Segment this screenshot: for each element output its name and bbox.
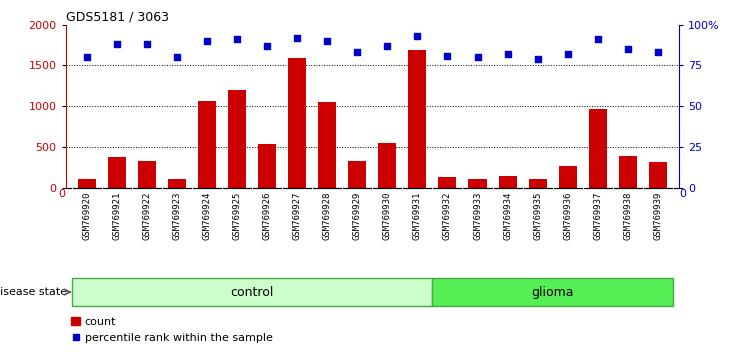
Text: GSM769932: GSM769932 (443, 192, 452, 240)
Text: 0: 0 (680, 189, 686, 199)
Text: disease state: disease state (0, 287, 67, 297)
Bar (378, 143, 396, 188)
Bar (558, 166, 577, 188)
Bar (499, 176, 517, 188)
Point (141, 41, 153, 47)
Point (351, 50, 363, 55)
Bar (588, 109, 607, 188)
Bar (348, 161, 366, 188)
Point (201, 38, 213, 44)
Text: GSM769936: GSM769936 (563, 192, 572, 240)
Text: GSM769921: GSM769921 (112, 192, 121, 240)
Bar (432, 278, 673, 306)
Bar (649, 162, 667, 188)
Text: GSM769939: GSM769939 (653, 192, 662, 240)
Point (592, 36, 604, 42)
Text: GSM769925: GSM769925 (233, 192, 242, 240)
Text: GSM769937: GSM769937 (593, 192, 602, 240)
Point (652, 50, 664, 55)
Text: 0: 0 (58, 189, 65, 199)
Point (261, 43, 273, 49)
Point (81, 55, 93, 60)
Bar (288, 58, 306, 188)
Point (472, 55, 483, 60)
Text: GSM769922: GSM769922 (142, 192, 151, 240)
Bar (168, 179, 186, 188)
Bar (108, 157, 126, 188)
Bar (198, 101, 216, 188)
Text: GSM769933: GSM769933 (473, 192, 482, 240)
Text: GSM769924: GSM769924 (202, 192, 212, 240)
Bar (228, 90, 246, 188)
Bar (408, 50, 426, 188)
Bar (469, 179, 486, 188)
Text: GSM769935: GSM769935 (533, 192, 542, 240)
Bar (439, 177, 456, 188)
Text: glioma: glioma (531, 286, 574, 298)
Point (382, 43, 393, 49)
Text: GSM769930: GSM769930 (383, 192, 392, 240)
Point (231, 36, 243, 42)
Text: GDS5181 / 3063: GDS5181 / 3063 (66, 11, 169, 24)
Point (622, 46, 634, 52)
Bar (72, 278, 432, 306)
Point (502, 51, 513, 57)
Bar (77, 179, 96, 188)
Bar (318, 102, 337, 188)
Text: GSM769920: GSM769920 (82, 192, 91, 240)
Point (321, 38, 333, 44)
Text: GSM769931: GSM769931 (413, 192, 422, 240)
Text: GSM769928: GSM769928 (323, 192, 331, 240)
Point (412, 33, 423, 39)
Text: GSM769934: GSM769934 (503, 192, 512, 240)
Bar (138, 161, 156, 188)
Point (562, 51, 574, 57)
Point (111, 41, 123, 47)
Text: GSM769938: GSM769938 (623, 192, 632, 240)
Bar (529, 179, 547, 188)
Text: GSM769929: GSM769929 (353, 192, 362, 240)
Text: GSM769923: GSM769923 (172, 192, 182, 240)
Bar (258, 144, 276, 188)
Point (291, 35, 303, 41)
Legend: count, percentile rank within the sample: count, percentile rank within the sample (72, 317, 272, 343)
Text: GSM769927: GSM769927 (293, 192, 301, 240)
Text: GSM769926: GSM769926 (263, 192, 272, 240)
Point (171, 55, 182, 60)
Point (531, 56, 543, 62)
Text: control: control (231, 286, 274, 298)
Point (442, 53, 453, 58)
Bar (619, 156, 637, 188)
